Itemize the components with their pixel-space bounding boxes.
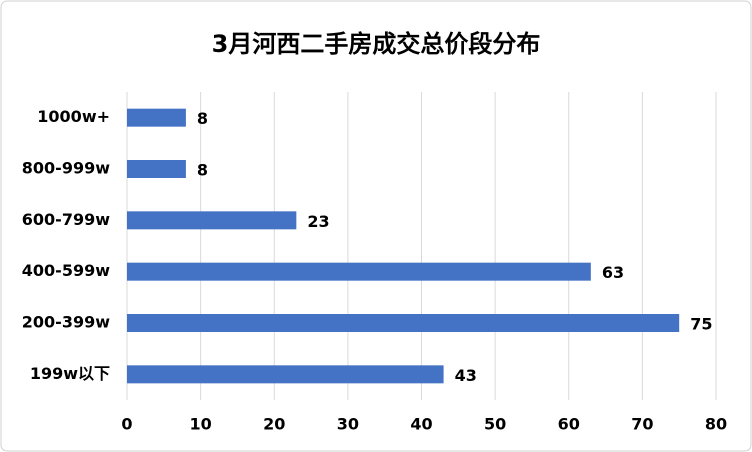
value-label: 8 [197, 109, 208, 128]
value-label: 75 [690, 315, 712, 334]
bar [127, 211, 297, 230]
y-tick-label: 400-599w [22, 261, 110, 280]
chart-title: 3月河西二手房成交总价段分布 [212, 30, 541, 58]
x-tick-label: 0 [121, 415, 132, 434]
x-tick-label: 50 [484, 415, 506, 434]
bar [127, 160, 186, 178]
y-tick-label: 199w以下 [30, 364, 110, 383]
x-tick-label: 60 [558, 415, 580, 434]
value-label: 43 [455, 366, 477, 385]
x-tick-label: 80 [705, 415, 727, 434]
bar [127, 365, 444, 384]
x-tick-label: 70 [631, 415, 653, 434]
y-tick-label: 600-799w [22, 210, 110, 229]
x-tick-label: 10 [189, 415, 211, 434]
bar [127, 314, 680, 332]
x-tick-label: 40 [410, 415, 432, 434]
bar [127, 108, 186, 127]
value-label: 63 [602, 263, 624, 282]
value-label: 8 [197, 161, 208, 180]
bar [127, 262, 591, 281]
y-tick-label: 800-999w [22, 159, 110, 178]
y-tick-label: 1000w+ [37, 107, 110, 126]
y-tick-label: 200-399w [22, 313, 110, 332]
x-tick-label: 20 [263, 415, 285, 434]
x-tick-label: 30 [337, 415, 359, 434]
value-label: 23 [307, 212, 329, 231]
